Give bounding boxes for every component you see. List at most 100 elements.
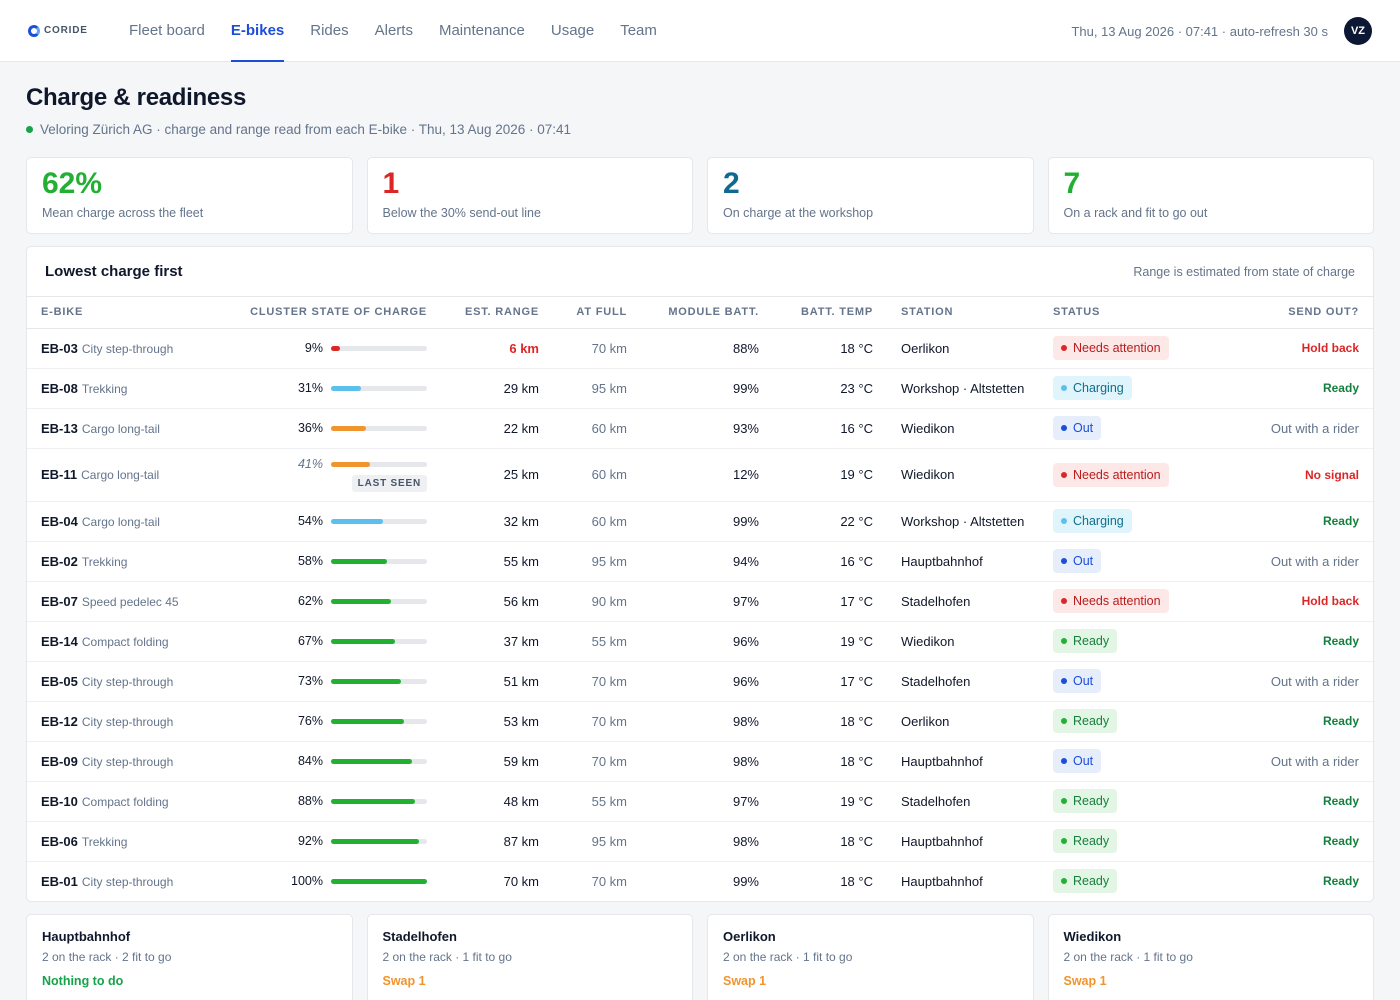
send-out-decision: Out with a rider [1183,408,1373,449]
battery-temp: 18 °C [759,328,873,369]
send-out-decision: Out with a rider [1183,661,1373,702]
table-row[interactable]: EB-02 Trekking 58% 55 km 95 km 94% 16 °C Hauptb… [27,541,1373,582]
column-header[interactable]: AT FULL [539,297,627,329]
station-card[interactable]: Wiedikon 2 on the rack · 1 fit to go Swap … [1047,914,1374,1000]
range-at-full: 70 km [539,328,627,369]
status-label: Out [1073,754,1094,768]
table-row[interactable]: EB-08 Trekking 31% 29 km 95 km 99% 23 °C Worksh… [27,368,1373,409]
module-battery: 98% [627,741,759,782]
ebike-id[interactable]: EB-12 [41,713,78,729]
table-row[interactable]: EB-10 Compact folding 88% 48 km 55 km 97% 19 °… [27,781,1373,822]
status-badge: Ready [1053,829,1118,853]
soc-bar-fill [331,878,427,884]
status-dot-icon [1061,385,1067,391]
station-card[interactable]: Oerlikon 2 on the rack · 1 fit to go Swap … [707,914,1034,1000]
soc-meter: 41% [249,457,427,471]
station-action[interactable]: Swap 1 [1063,974,1107,988]
station: Hauptbahnhof [901,873,983,889]
soc-bar [331,461,427,467]
station-action[interactable]: Swap 1 [382,974,426,988]
kpi-label: On charge at the workshop [723,206,874,220]
nav-alerts[interactable]: Alerts [374,22,413,39]
ebike-model: City step-through [81,341,174,356]
status-badge: Out [1053,549,1102,573]
nav-e-bikes[interactable]: E-bikes [218,0,297,62]
ebike-id[interactable]: EB-14 [41,633,78,649]
soc-bar-fill [331,558,387,564]
soc-meter: 58% [249,554,427,568]
column-header[interactable]: MODULE BATT. [627,297,759,329]
soc-bar-fill [331,598,391,604]
table-row[interactable]: EB-09 City step-through 84% 59 km 70 km 98% 18… [27,741,1373,782]
column-header[interactable]: CLUSTER STATE OF CHARGE [249,297,427,329]
ebike-id[interactable]: EB-08 [41,380,78,396]
ebike-cell: EB-11 Cargo long-tail [27,448,249,502]
ebike-id[interactable]: EB-02 [41,553,78,569]
status-badge: Ready [1053,869,1118,894]
send-out-decision: Ready [1183,821,1373,862]
nav-rides[interactable]: Rides [310,22,349,39]
status-label: Charging [1073,514,1124,528]
soc-bar [331,345,427,351]
column-header[interactable]: BATT. TEMP [759,297,873,329]
ebike-id[interactable]: EB-03 [41,340,78,356]
ebike-cell: EB-12 City step-through [27,701,249,742]
status-cell: Out [1053,541,1183,582]
ebike-cell: EB-07 Speed pedelec 45 [27,581,249,622]
soc-percent: 41% [297,457,323,471]
soc-cell: 88% [249,781,427,822]
ebike-id[interactable]: EB-09 [41,753,78,769]
soc-meter: 36% [249,421,427,435]
nav-fleet-board[interactable]: Fleet board [129,22,205,39]
status-dot-icon [1061,598,1067,604]
table-row[interactable]: EB-01 City step-through 100% 70 km 70 km 99% 1… [27,861,1373,901]
ebike-id[interactable]: EB-13 [41,420,78,436]
ebike-id[interactable]: EB-07 [41,593,78,609]
status-dot-icon [1061,638,1067,644]
table-row[interactable]: EB-06 Trekking 92% 87 km 95 km 98% 18 °C Hauptb… [27,821,1373,862]
ebike-cell: EB-05 City step-through [27,661,249,702]
nav-usage[interactable]: Usage [550,22,595,39]
soc-meter: 62% [249,594,427,608]
column-header[interactable]: SEND OUT? [1183,297,1373,329]
ebike-id[interactable]: EB-06 [41,833,78,849]
kpi-label: Below the 30% send-out line [382,206,541,220]
ebike-id[interactable]: EB-10 [41,793,78,809]
column-header[interactable]: STATION [873,297,1053,329]
range-at-full: 95 km [539,541,627,582]
module-battery: 98% [627,821,759,862]
nav-team[interactable]: Team [620,22,657,39]
table-row[interactable]: EB-11 Cargo long-tail 41% LAST SEEN 25 km 60 … [27,448,1373,502]
table-row[interactable]: EB-04 Cargo long-tail 54% 32 km 60 km 99% 22 °… [27,501,1373,542]
ebike-id[interactable]: EB-01 [41,873,78,889]
logo[interactable]: CORIDE [28,24,116,37]
status-dot-icon [1061,838,1067,844]
station-action[interactable]: Swap 1 [723,974,767,988]
module-battery: 99% [732,873,759,889]
send-out-decision: Out with a rider [1183,741,1373,782]
station-card[interactable]: Hauptbahnhof 2 on the rack · 2 fit to go N… [26,914,353,1000]
ebike-id[interactable]: EB-11 [41,467,78,482]
send-out-decision: Ready [1183,621,1373,662]
station: Wiedikon [873,448,1053,502]
station-card[interactable]: Stadelhofen 2 on the rack · 1 fit to go Sw… [366,914,693,1000]
ebike-id[interactable]: EB-04 [41,513,78,529]
table-row[interactable]: EB-07 Speed pedelec 45 62% 56 km 90 km 97% 17 … [27,581,1373,622]
table-row[interactable]: EB-03 City step-through 9% 6 km 70 km 88% 18 °… [27,328,1373,369]
table-row[interactable]: EB-14 Compact folding 67% 37 km 55 km 96% 19 °… [27,621,1373,662]
column-header[interactable]: STATUS [1053,297,1183,329]
status-cell: Ready [1053,781,1183,822]
status-badge: Ready [1053,709,1118,733]
table-row[interactable]: EB-05 City step-through 73% 51 km 70 km 96% 17… [27,661,1373,702]
table-row[interactable]: EB-13 Cargo long-tail 36% 22 km 60 km 93% 16 °… [27,408,1373,449]
ebike-id[interactable]: EB-05 [41,673,78,689]
table-row[interactable]: EB-12 City step-through 76% 53 km 70 km 98% 18… [27,701,1373,742]
nav-maintenance[interactable]: Maintenance [438,22,525,39]
ebike-model: City step-through [81,754,174,769]
column-header[interactable]: EST. RANGE [427,297,539,329]
kpi-card: 7 On a rack and fit to go out [1047,157,1374,234]
station-action[interactable]: Nothing to do [42,974,124,988]
kpi-value: 1 [382,167,400,200]
avatar[interactable]: VZ [1344,17,1372,45]
column-header[interactable]: E-BIKE [27,297,249,329]
